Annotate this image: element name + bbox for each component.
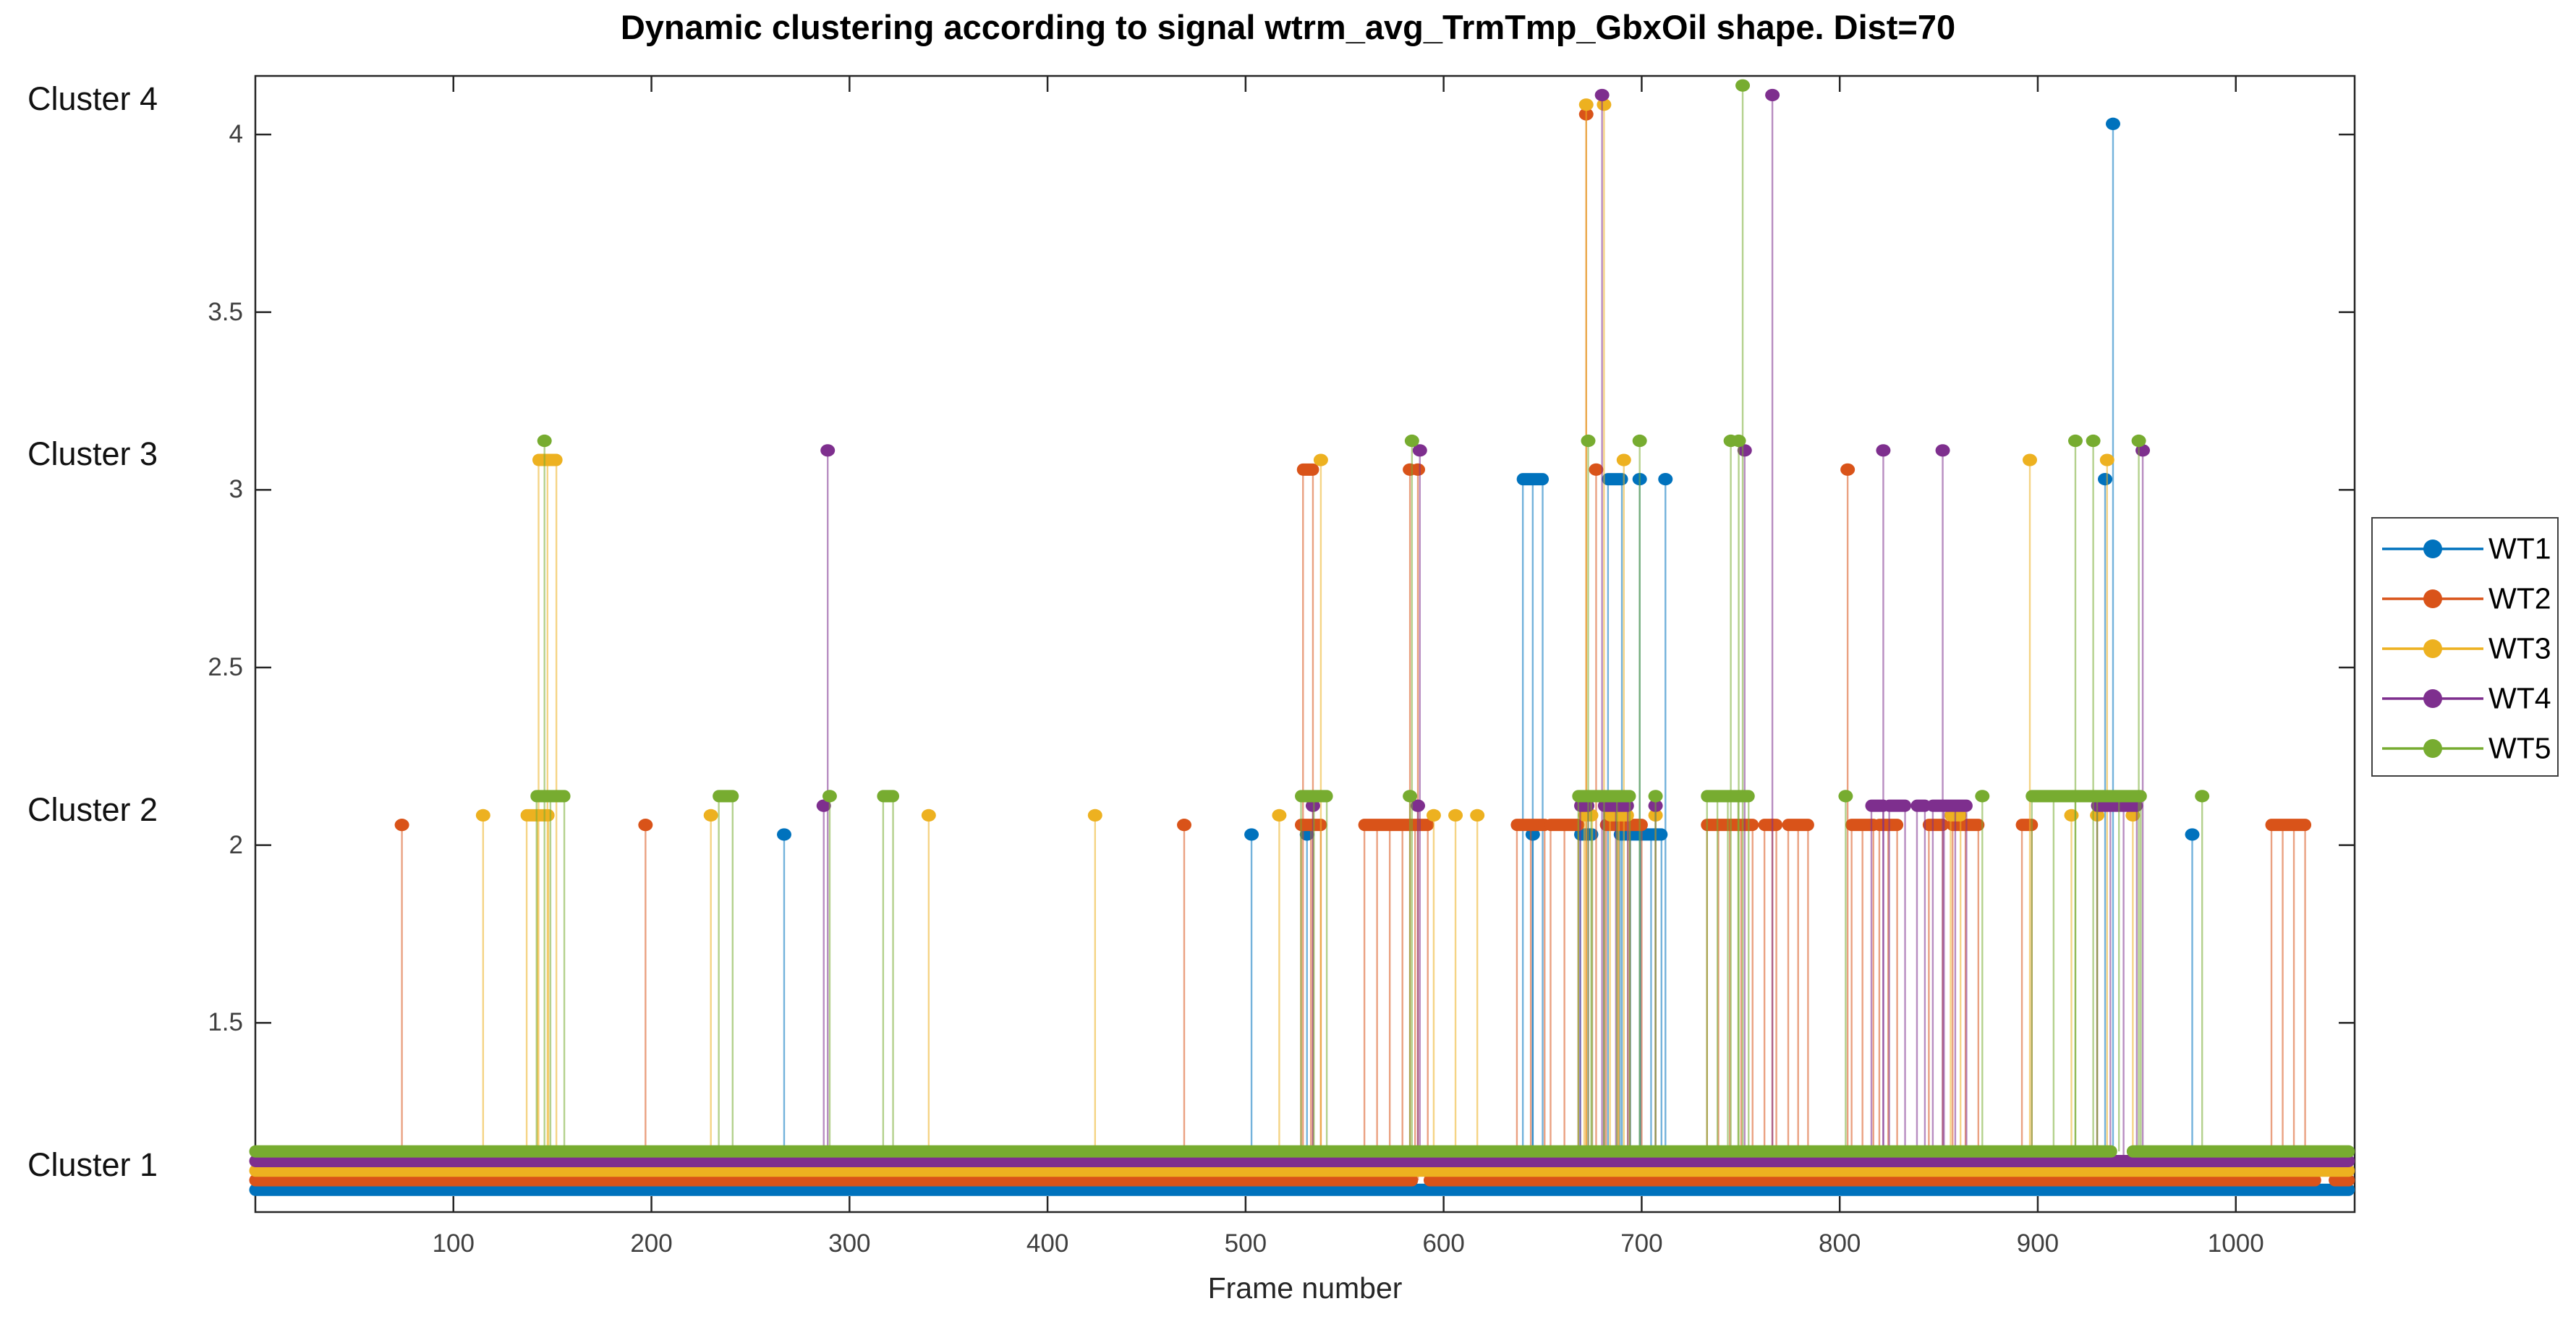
marker-wt5 [1648, 790, 1663, 803]
marker-wt4 [1305, 799, 1320, 812]
marker-wt5 [1731, 434, 1746, 448]
marker-wt1 [776, 828, 791, 841]
legend-label: WT3 [2488, 631, 2551, 665]
marker-wt4 [1412, 444, 1427, 457]
y-tick-label: 2 [229, 830, 243, 859]
legend-label: WT2 [2488, 581, 2551, 615]
marker-wt3 [921, 809, 936, 822]
legend-entry-wt2: WT2 [2373, 581, 2557, 615]
marker-wt5 [822, 790, 837, 803]
legend-marker-icon [2382, 539, 2483, 558]
marker-wt1 [1658, 472, 1673, 486]
marker-wt5 [1735, 79, 1751, 92]
marker-wt5 [1404, 434, 1419, 448]
legend-entry-wt4: WT4 [2373, 681, 2557, 715]
legend-entry-wt1: WT1 [2373, 532, 2557, 566]
y-tick-label: 1.5 [208, 1008, 243, 1037]
marker-wt5 [2086, 434, 2101, 448]
x-tick-label: 100 [432, 1229, 475, 1258]
marker-wt3 [475, 809, 490, 822]
chart-title: Dynamic clustering according to signal w… [620, 8, 1956, 46]
marker-wt2 [638, 819, 653, 832]
legend-label: WT4 [2488, 681, 2551, 715]
marker-wt5 [2131, 434, 2146, 448]
x-tick-label: 800 [1818, 1229, 1861, 1258]
x-tick-label: 600 [1422, 1229, 1465, 1258]
y-tick-label: 3.5 [208, 297, 243, 326]
marker-wt4 [1594, 88, 1610, 102]
x-axis-label: Frame number [1207, 1271, 1403, 1305]
x-tick-label: 1000 [2207, 1229, 2264, 1258]
marker-wt4 [820, 444, 836, 457]
marker-wt5 [537, 434, 552, 448]
marker-wt4 [1876, 444, 1891, 457]
y-tick-label: 4 [229, 120, 243, 148]
marker-wt5 [2067, 434, 2083, 448]
marker-wt3 [1578, 98, 1594, 111]
marker-wt3 [1597, 98, 1612, 111]
legend-marker-icon [2382, 689, 2483, 708]
y-tick-label: 2.5 [208, 652, 243, 681]
legend-marker-icon [2382, 739, 2483, 758]
marker-wt3 [1313, 453, 1328, 466]
marker-wt1 [2098, 472, 2113, 486]
marker-wt5 [2195, 790, 2210, 803]
marker-wt1 [2185, 828, 2200, 841]
marker-wt4 [1737, 444, 1752, 457]
marker-wt1 [1244, 828, 1259, 841]
legend-label: WT1 [2488, 532, 2551, 566]
x-tick-label: 400 [1026, 1229, 1069, 1258]
marker-wt3 [2023, 453, 2038, 466]
marker-wt3 [1426, 809, 1441, 822]
x-tick-label: 200 [630, 1229, 673, 1258]
marker-wt2 [1176, 819, 1191, 832]
y-cluster-label: Cluster 4 [27, 80, 158, 117]
marker-wt1 [1525, 828, 1540, 841]
marker-wt4 [816, 799, 831, 812]
marker-wt2 [394, 819, 409, 832]
legend-entry-wt5: WT5 [2373, 731, 2557, 765]
marker-wt4 [1935, 444, 1950, 457]
axes-box [254, 74, 2356, 1214]
x-tick-label: 500 [1224, 1229, 1267, 1258]
y-cluster-label: Cluster 2 [27, 790, 158, 828]
marker-wt3 [2099, 453, 2114, 466]
x-tick-label: 700 [1620, 1229, 1663, 1258]
marker-wt2 [1589, 463, 1604, 476]
legend-marker-icon [2382, 639, 2483, 658]
marker-wt2 [1840, 463, 1856, 476]
y-tick-label: 3 [229, 475, 243, 504]
marker-wt5 [1632, 434, 1647, 448]
marker-wt3 [1470, 809, 1485, 822]
legend-marker-icon [2382, 589, 2483, 608]
marker-wt3 [1272, 809, 1287, 822]
marker-wt4 [1411, 799, 1426, 812]
marker-wt5 [1975, 790, 1990, 803]
marker-wt4 [1765, 88, 1780, 102]
marker-wt5 [1838, 790, 1853, 803]
marker-wt3 [1087, 809, 1102, 822]
marker-wt3 [703, 809, 718, 822]
marker-wt3 [1616, 453, 1631, 466]
legend-label: WT5 [2488, 731, 2551, 765]
x-tick-label: 900 [2016, 1229, 2059, 1258]
marker-wt3 [2064, 809, 2079, 822]
marker-wt5 [1403, 790, 1418, 803]
legend-box: WT1 WT2 WT3 WT4 WT5 [2371, 517, 2559, 777]
y-cluster-label: Cluster 3 [27, 435, 158, 473]
marker-wt5 [1581, 434, 1596, 448]
marker-wt2 [1411, 463, 1426, 476]
x-tick-label: 300 [828, 1229, 871, 1258]
marker-wt3 [1448, 809, 1463, 822]
marker-wt1 [2105, 117, 2120, 130]
y-cluster-label: Cluster 1 [27, 1146, 158, 1183]
legend-entry-wt3: WT3 [2373, 631, 2557, 665]
